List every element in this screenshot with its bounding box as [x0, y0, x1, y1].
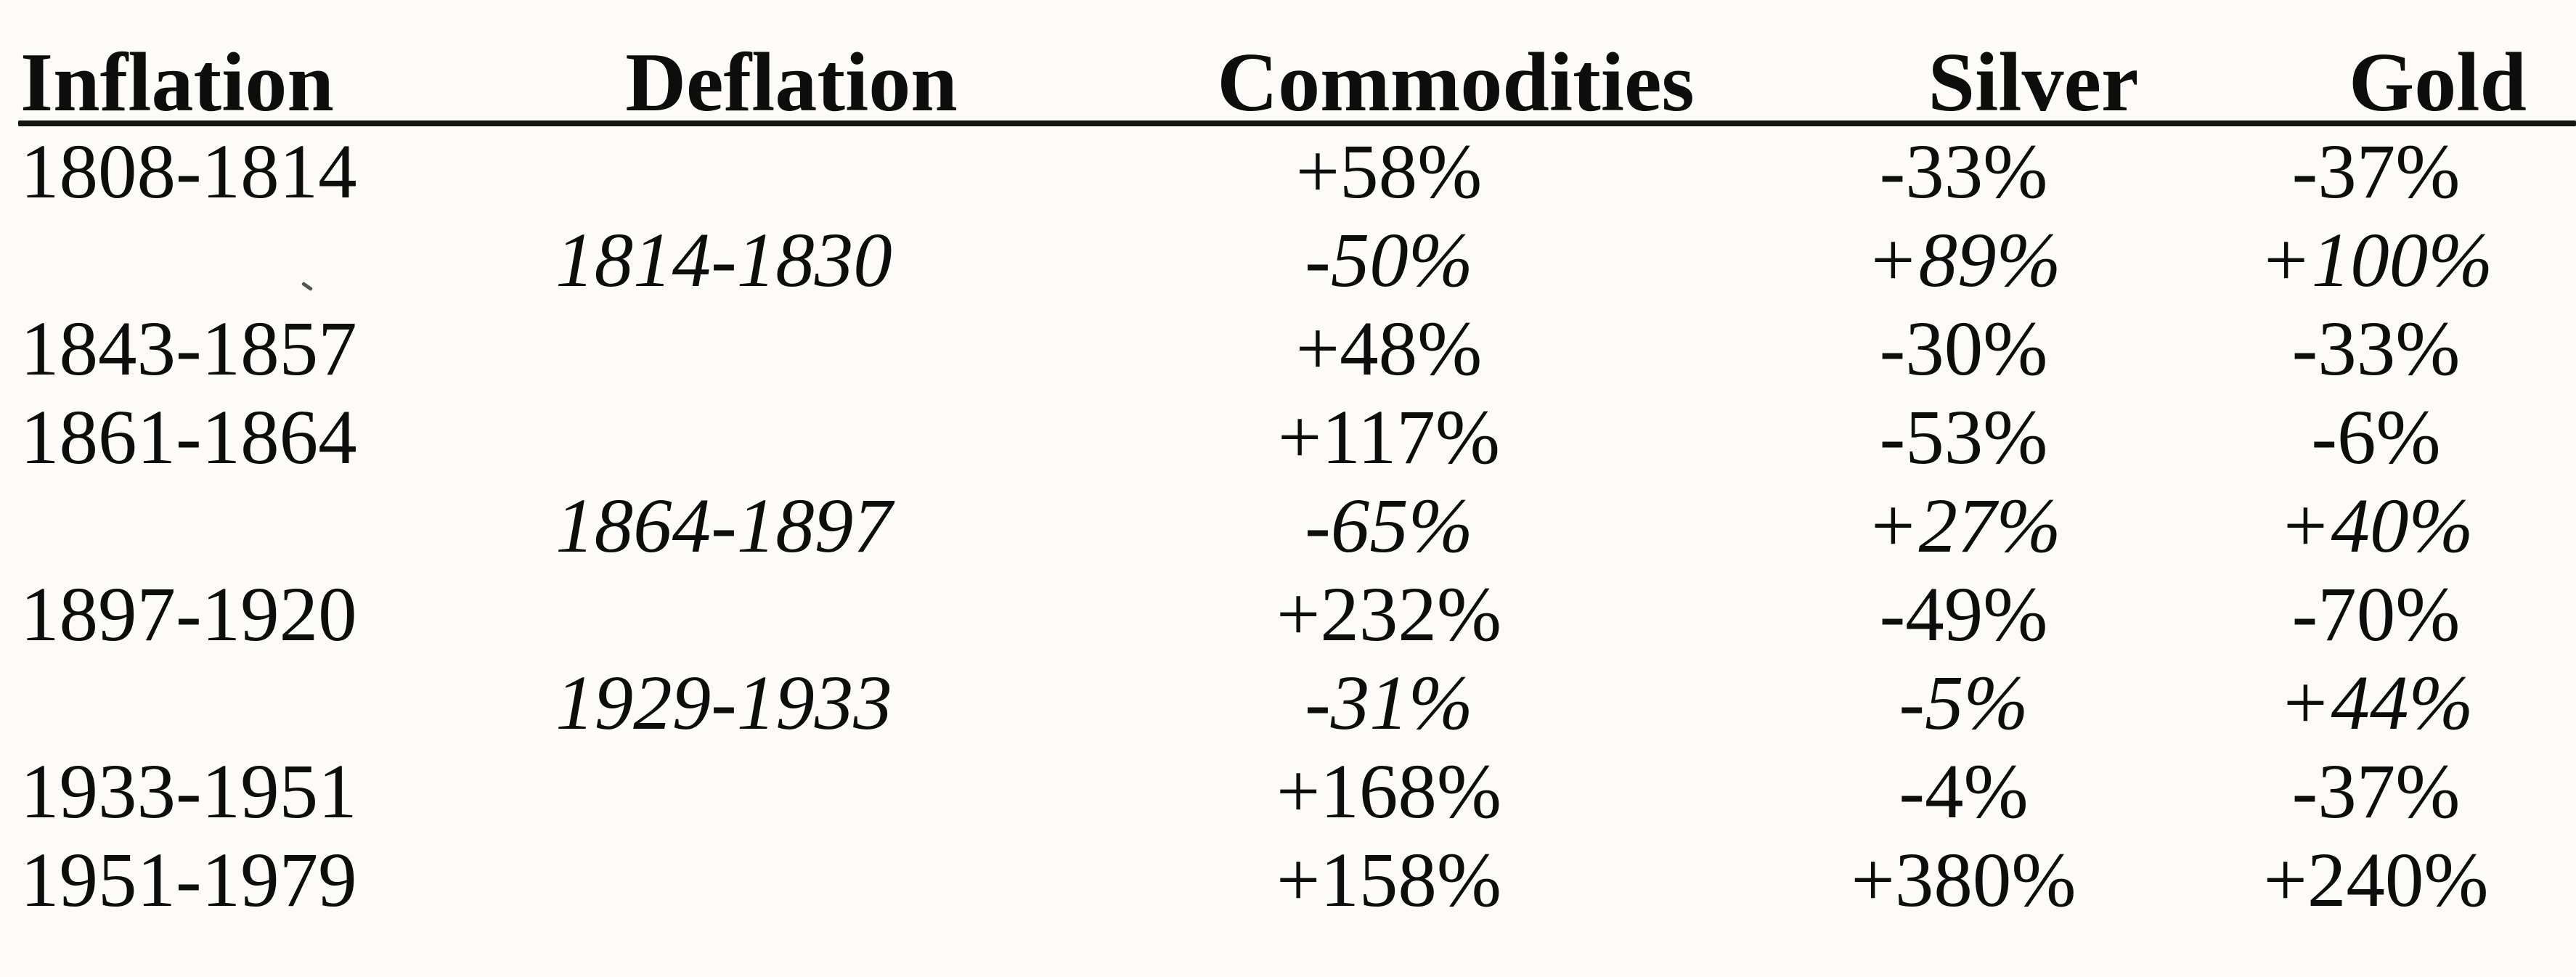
silver-value-cell: -30%	[1879, 306, 2048, 392]
header-commodities: Commodities	[1217, 36, 1695, 129]
commodities-value-cell: +58%	[1295, 129, 1483, 215]
table-row: 1951-1979 +158% +380% +240%	[0, 836, 2576, 925]
deflation-period-cell	[442, 128, 1006, 216]
table-row: 1861-1864 +117% -53% -6%	[0, 393, 2576, 482]
silver-value-cell: -33%	[1879, 129, 2048, 215]
inflation-period-cell: 1861-1864	[20, 395, 357, 481]
deflation-period-cell	[442, 393, 1006, 482]
deflation-period-cell: 1929-1933	[555, 661, 892, 746]
inflation-period-cell: 1808-1814	[20, 129, 357, 215]
inflation-period-cell: 1897-1920	[20, 572, 357, 658]
header-silver: Silver	[1928, 36, 2139, 129]
inflation-period-cell	[0, 482, 489, 571]
silver-value-cell: +89%	[1866, 218, 2061, 303]
deflation-period-cell: 1814-1830	[555, 218, 892, 303]
commodities-value-cell: -50%	[1305, 218, 1473, 303]
silver-value-cell: -4%	[1899, 749, 2029, 835]
inflation-period-cell: 1933-1951	[20, 749, 357, 835]
deflation-period-cell: 1864-1897	[555, 483, 892, 569]
gold-value-cell: -37%	[2291, 749, 2461, 835]
commodities-value-cell: +232%	[1276, 572, 1501, 658]
table-row: 1929-1933 -31% -5% +44%	[0, 659, 2576, 748]
commodities-value-cell: +48%	[1295, 306, 1483, 392]
table-row: 1814-1830 -50% +89% +100%	[0, 216, 2576, 305]
header-deflation: Deflation	[625, 36, 958, 129]
gold-value-cell: -70%	[2291, 572, 2461, 658]
table-row: 1808-1814 +58% -33% -37%	[0, 128, 2576, 216]
commodities-value-cell: +158%	[1276, 838, 1501, 923]
gold-value-cell: -6%	[2311, 395, 2441, 481]
silver-value-cell: +27%	[1866, 483, 2061, 569]
gold-value-cell: -37%	[2291, 129, 2461, 215]
header-underline-rule	[18, 120, 2576, 126]
table-row: 1933-1951 +168% -4% -37%	[0, 748, 2576, 836]
header-inflation: Inflation	[20, 36, 334, 129]
deflation-period-cell	[442, 571, 1006, 659]
deflation-period-cell	[442, 836, 1006, 925]
silver-value-cell: -5%	[1899, 661, 2029, 746]
commodities-value-cell: +117%	[1277, 395, 1500, 481]
inflation-period-cell: 1951-1979	[20, 838, 357, 923]
gold-value-cell: +44%	[2278, 661, 2474, 746]
commodities-value-cell: -65%	[1305, 483, 1473, 569]
table-header-row: Inflation Deflation Commodities Silver G…	[0, 0, 2576, 125]
inflation-period-cell	[0, 659, 489, 748]
silver-value-cell: +380%	[1851, 838, 2076, 923]
header-gold: Gold	[2349, 36, 2527, 129]
gold-value-cell: +100%	[2259, 218, 2493, 303]
inflation-period-cell: 1843-1857	[20, 306, 357, 392]
table-row: 1843-1857 +48% -30% -33%	[0, 305, 2576, 393]
inflation-period-cell	[0, 216, 489, 305]
silver-value-cell: -53%	[1879, 395, 2048, 481]
gold-value-cell: -33%	[2291, 306, 2461, 392]
gold-value-cell: +240%	[2263, 838, 2489, 923]
commodities-value-cell: +168%	[1276, 749, 1501, 835]
table-row: 1864-1897 -65% +27% +40%	[0, 482, 2576, 571]
commodities-value-cell: -31%	[1305, 661, 1473, 746]
table-row: 1897-1920 +232% -49% -70%	[0, 571, 2576, 659]
deflation-period-cell	[442, 305, 1006, 393]
table-body: 1808-1814 +58% -33% -37% 1814-1830 -50% …	[0, 128, 2576, 925]
gold-value-cell: +40%	[2278, 483, 2474, 569]
silver-value-cell: -49%	[1879, 572, 2048, 658]
deflation-period-cell	[442, 748, 1006, 836]
